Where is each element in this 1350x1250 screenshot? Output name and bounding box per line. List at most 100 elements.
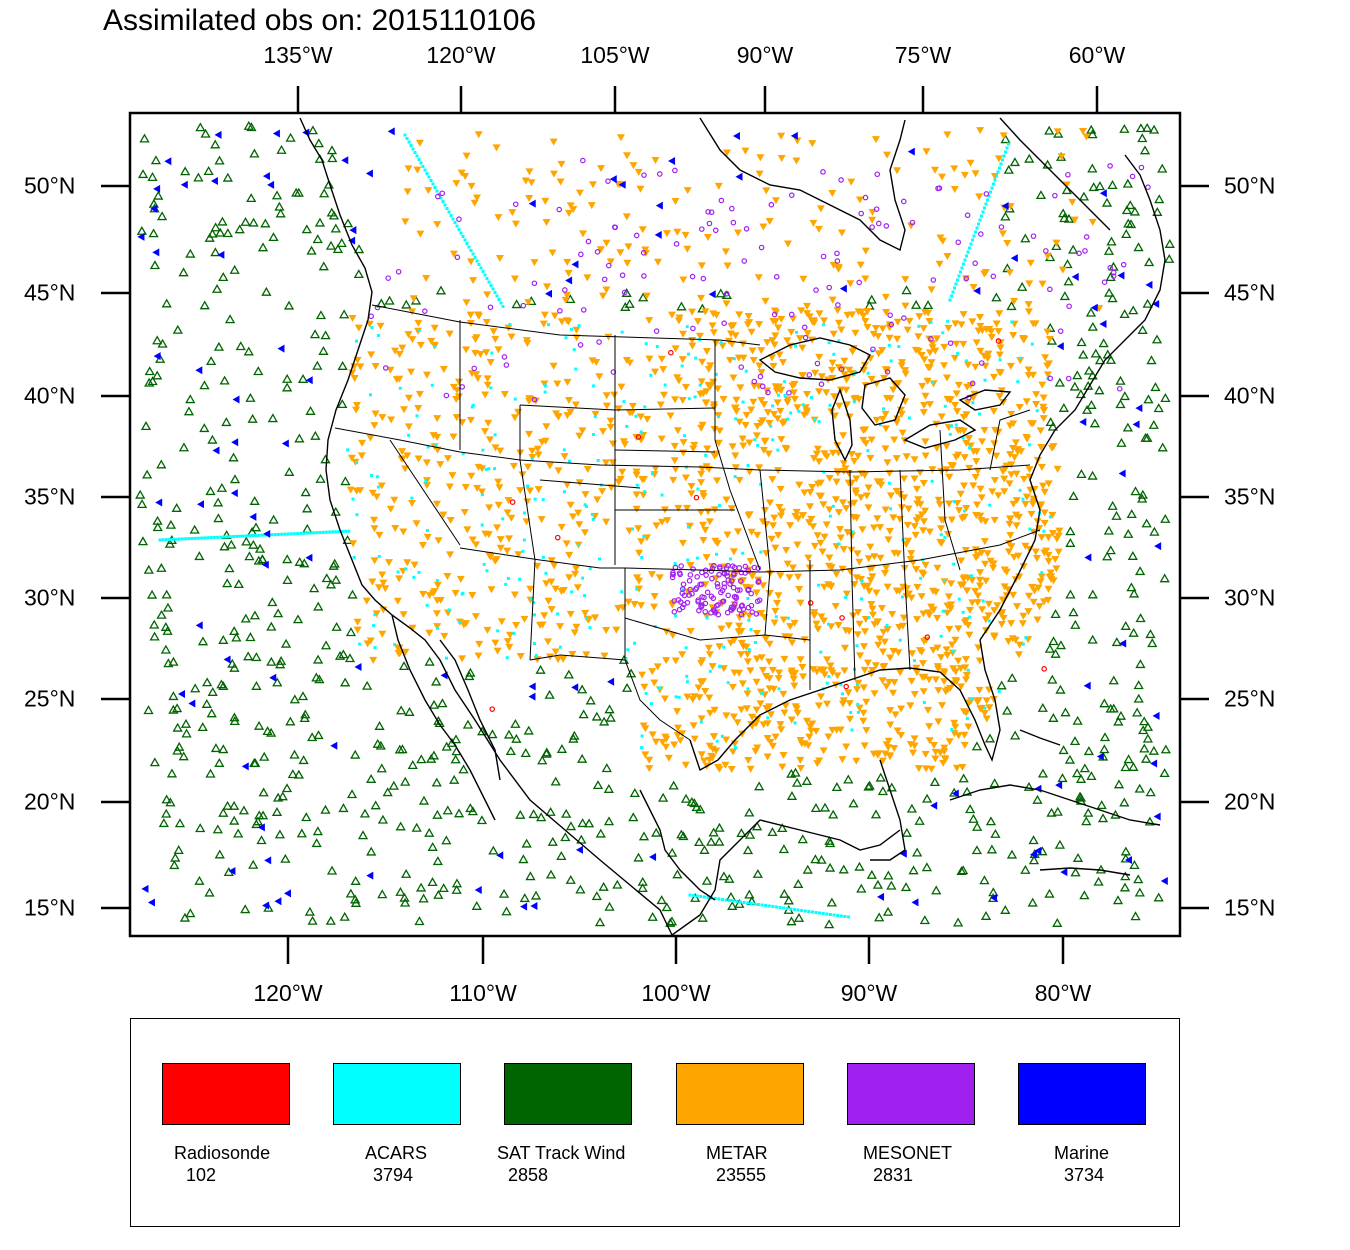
- observation-marker: [699, 493, 708, 501]
- observation-marker: [1000, 488, 1009, 496]
- observation-marker: [820, 450, 829, 458]
- observation-marker: [1133, 693, 1144, 703]
- observation-marker: [499, 301, 503, 305]
- observation-marker: [762, 187, 771, 195]
- observation-marker: [1001, 158, 1004, 162]
- observation-marker: [144, 377, 155, 387]
- observation-marker: [1001, 202, 1009, 211]
- observation-marker: [773, 273, 780, 280]
- observation-marker: [448, 472, 457, 480]
- observation-marker: [395, 821, 406, 831]
- observation-marker: [872, 416, 881, 424]
- observation-marker: [485, 277, 489, 280]
- observation-marker: [757, 610, 766, 618]
- observation-marker: [435, 189, 439, 193]
- observation-marker: [901, 285, 912, 295]
- observation-marker: [210, 743, 222, 753]
- observation-marker: [1004, 637, 1013, 645]
- observation-marker: [656, 895, 667, 905]
- observation-marker: [1152, 711, 1160, 720]
- observation-marker: [1079, 890, 1090, 900]
- observation-marker: [1016, 357, 1025, 365]
- observation-marker: [593, 496, 602, 504]
- observation-marker: [633, 641, 637, 645]
- observation-marker: [793, 912, 805, 922]
- observation-marker: [753, 744, 762, 752]
- observation-marker: [1002, 705, 1013, 715]
- observation-marker: [1053, 128, 1064, 138]
- observation-marker: [1107, 293, 1118, 303]
- observation-marker: [742, 901, 746, 904]
- observation-marker: [1052, 535, 1061, 543]
- observation-marker: [205, 356, 217, 366]
- observation-marker: [606, 258, 615, 266]
- observation-marker: [768, 476, 777, 484]
- observation-marker: [240, 904, 251, 914]
- observation-marker: [352, 401, 361, 409]
- observation-marker: [1013, 448, 1022, 456]
- observation-marker: [847, 451, 856, 459]
- observation-marker: [928, 340, 937, 348]
- observation-marker: [287, 769, 298, 779]
- observation-marker: [688, 696, 697, 704]
- observation-marker: [728, 899, 732, 902]
- observation-marker: [416, 341, 425, 349]
- observation-marker: [415, 414, 419, 418]
- observation-marker: [754, 781, 765, 791]
- observation-marker: [535, 664, 546, 674]
- observation-marker: [1026, 259, 1035, 267]
- observation-marker: [958, 773, 969, 783]
- observation-marker: [588, 626, 592, 630]
- observation-marker: [575, 432, 584, 440]
- observation-marker: [961, 786, 973, 796]
- observation-marker: [525, 871, 536, 881]
- observation-marker: [783, 394, 787, 398]
- observation-marker: [828, 809, 839, 819]
- observation-marker: [736, 651, 745, 659]
- observation-marker: [685, 522, 694, 530]
- observation-marker: [262, 901, 270, 910]
- observation-marker: [170, 852, 181, 862]
- observation-marker: [705, 616, 709, 620]
- observation-marker: [685, 325, 689, 329]
- observation-marker: [1075, 774, 1087, 783]
- observation-marker: [357, 452, 366, 460]
- observation-marker: [852, 475, 861, 483]
- observation-marker: [435, 579, 439, 583]
- observation-marker: [556, 612, 560, 616]
- observation-marker: [814, 480, 823, 488]
- observation-marker: [959, 482, 968, 490]
- observation-marker: [232, 535, 236, 539]
- observation-marker: [673, 228, 682, 236]
- observation-marker: [1036, 578, 1045, 586]
- observation-marker: [1043, 362, 1052, 370]
- observation-marker: [231, 438, 239, 447]
- observation-marker: [930, 479, 934, 483]
- observation-marker: [178, 267, 189, 277]
- observation-marker: [695, 332, 704, 340]
- observation-marker: [1140, 432, 1151, 442]
- observation-marker: [689, 590, 695, 597]
- observation-marker: [738, 569, 745, 576]
- observation-marker: [964, 361, 973, 369]
- observation-marker: [735, 614, 744, 622]
- observation-marker: [1124, 855, 1132, 864]
- observation-marker: [816, 666, 825, 674]
- observation-marker: [219, 535, 223, 539]
- observation-marker: [1094, 355, 1106, 365]
- observation-marker: [1038, 381, 1047, 389]
- observation-marker: [1021, 500, 1030, 508]
- observation-marker: [673, 708, 682, 716]
- observation-marker: [932, 444, 941, 452]
- observation-marker: [1059, 213, 1070, 223]
- observation-marker: [533, 497, 537, 501]
- observation-marker: [817, 420, 821, 424]
- observation-marker: [866, 294, 877, 304]
- observation-marker: [376, 334, 380, 338]
- observation-marker: [480, 428, 489, 436]
- observation-marker: [528, 453, 537, 461]
- observation-marker: [940, 744, 949, 752]
- observation-marker: [505, 656, 509, 660]
- observation-marker: [769, 685, 778, 693]
- observation-marker: [583, 818, 595, 828]
